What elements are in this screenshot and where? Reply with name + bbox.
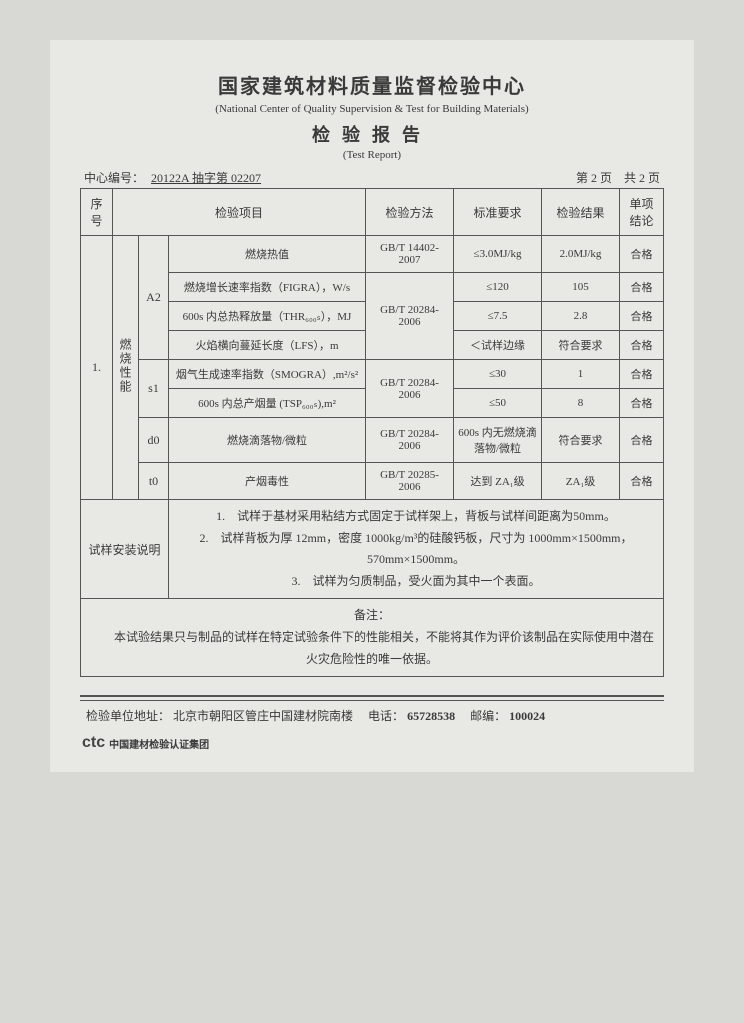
- install-label: 试样安装说明: [81, 500, 169, 599]
- concl-cell: 合格: [620, 463, 664, 500]
- logo-text: 中国建材检验认证集团: [109, 736, 209, 751]
- item-cell: 烟气生成速率指数（SMOGRA）,m²/s²: [169, 360, 366, 389]
- subgroup-t0: t0: [139, 463, 169, 500]
- method-cell: GB/T 20284-2006: [366, 360, 454, 418]
- table-row: t0 产烟毒性 GB/T 20285-2006 达到 ZA₁级 ZA₁级 合格: [81, 463, 664, 500]
- concl-cell: 合格: [620, 302, 664, 331]
- res-cell: 2.8: [542, 302, 620, 331]
- category-cell: 燃烧性能: [113, 236, 139, 500]
- item-cell: 600s 内总热释放量（THR₆₀₀ₛ），MJ: [169, 302, 366, 331]
- req-cell: 达到 ZA₁级: [454, 463, 542, 500]
- center-no-value: 20122A 抽字第 02207: [147, 171, 265, 185]
- col-requirement: 标准要求: [454, 189, 542, 236]
- page-info: 第 2 页 共 2 页: [576, 169, 660, 186]
- req-cell: ≤3.0MJ/kg: [454, 236, 542, 273]
- req-cell: ≤30: [454, 360, 542, 389]
- concl-cell: 合格: [620, 236, 664, 273]
- title-en: (National Center of Quality Supervision …: [80, 103, 664, 115]
- table-row: 1. 燃烧性能 A2 燃烧热值 GB/T 14402-2007 ≤3.0MJ/k…: [81, 236, 664, 273]
- install-line1: 1. 试样于基材采用粘结方式固定于试样架上，背板与试样间距离为50mm。: [173, 506, 659, 528]
- method-cell: GB/T 20284-2006: [366, 418, 454, 463]
- install-row: 试样安装说明 1. 试样于基材采用粘结方式固定于试样架上，背板与试样间距离为50…: [81, 500, 664, 599]
- table-row: s1 烟气生成速率指数（SMOGRA）,m²/s² GB/T 20284-200…: [81, 360, 664, 389]
- res-cell: 符合要求: [542, 331, 620, 360]
- col-seq: 序号: [81, 189, 113, 236]
- logo-mark: ctc: [82, 734, 105, 752]
- report-page: 国家建筑材料质量监督检验中心 (National Center of Quali…: [50, 40, 694, 772]
- subtitle-cn: 检验报告: [80, 121, 664, 147]
- subgroup-s1: s1: [139, 360, 169, 418]
- req-cell: ＜试样边缘: [454, 331, 542, 360]
- subtitle-en: (Test Report): [80, 149, 664, 161]
- method-cell: GB/T 14402-2007: [366, 236, 454, 273]
- title-cn: 国家建筑材料质量监督检验中心: [80, 70, 664, 99]
- subgroup-A2: A2: [139, 236, 169, 360]
- req-cell: 600s 内无燃烧滴落物/微粒: [454, 418, 542, 463]
- meta-row: 中心编号： 20122A 抽字第 02207 第 2 页 共 2 页: [80, 169, 664, 186]
- footer-divider: [80, 695, 664, 701]
- table-row: 燃烧增长速率指数（FIGRA），W/s GB/T 20284-2006 ≤120…: [81, 273, 664, 302]
- table-header-row: 序号 检验项目 检验方法 标准要求 检验结果 单项结论: [81, 189, 664, 236]
- subgroup-d0: d0: [139, 418, 169, 463]
- concl-cell: 合格: [620, 418, 664, 463]
- col-conclusion: 单项结论: [620, 189, 664, 236]
- zip: 100024: [509, 709, 545, 723]
- notes-label: 备注：: [85, 605, 659, 627]
- center-no-label: 中心编号：: [84, 171, 144, 185]
- item-cell: 产烟毒性: [169, 463, 366, 500]
- req-cell: ≤7.5: [454, 302, 542, 331]
- install-line2: 2. 试样背板为厚 12mm，密度 1000kg/m³的硅酸钙板，尺寸为 100…: [173, 528, 659, 571]
- footer-info: 检验单位地址： 北京市朝阳区管庄中国建材院南楼 电话： 65728538 邮编：…: [80, 707, 664, 724]
- notes-cell: 备注： 本试验结果只与制品的试样在特定试验条件下的性能相关，不能将其作为评价该制…: [81, 599, 664, 677]
- concl-cell: 合格: [620, 389, 664, 418]
- center-number: 中心编号： 20122A 抽字第 02207: [84, 169, 265, 186]
- req-cell: ≤50: [454, 389, 542, 418]
- tel: 65728538: [407, 709, 455, 723]
- req-cell: ≤120: [454, 273, 542, 302]
- col-method: 检验方法: [366, 189, 454, 236]
- report-header: 国家建筑材料质量监督检验中心 (National Center of Quali…: [80, 70, 664, 161]
- item-cell: 火焰横向蔓延长度（LFS），m: [169, 331, 366, 360]
- method-cell: GB/T 20285-2006: [366, 463, 454, 500]
- item-cell: 燃烧增长速率指数（FIGRA），W/s: [169, 273, 366, 302]
- zip-label: 邮编：: [470, 709, 506, 723]
- report-table: 序号 检验项目 检验方法 标准要求 检验结果 单项结论 1. 燃烧性能 A2 燃…: [80, 188, 664, 677]
- item-cell: 燃烧滴落物/微粒: [169, 418, 366, 463]
- table-row: d0 燃烧滴落物/微粒 GB/T 20284-2006 600s 内无燃烧滴落物…: [81, 418, 664, 463]
- col-item: 检验项目: [113, 189, 366, 236]
- seq-cell: 1.: [81, 236, 113, 500]
- addr: 北京市朝阳区管庄中国建材院南楼: [173, 709, 353, 723]
- install-line3: 3. 试样为匀质制品，受火面为其中一个表面。: [173, 571, 659, 593]
- method-cell: GB/T 20284-2006: [366, 273, 454, 360]
- concl-cell: 合格: [620, 360, 664, 389]
- res-cell: 8: [542, 389, 620, 418]
- res-cell: ZA₁级: [542, 463, 620, 500]
- item-cell: 600s 内总产烟量 (TSP₆₀₀ₛ),m²: [169, 389, 366, 418]
- concl-cell: 合格: [620, 331, 664, 360]
- notes-row: 备注： 本试验结果只与制品的试样在特定试验条件下的性能相关，不能将其作为评价该制…: [81, 599, 664, 677]
- concl-cell: 合格: [620, 273, 664, 302]
- tel-label: 电话：: [368, 709, 404, 723]
- addr-label: 检验单位地址：: [86, 709, 170, 723]
- col-result: 检验结果: [542, 189, 620, 236]
- install-desc: 1. 试样于基材采用粘结方式固定于试样架上，背板与试样间距离为50mm。 2. …: [169, 500, 664, 599]
- res-cell: 2.0MJ/kg: [542, 236, 620, 273]
- res-cell: 符合要求: [542, 418, 620, 463]
- item-cell: 燃烧热值: [169, 236, 366, 273]
- res-cell: 105: [542, 273, 620, 302]
- res-cell: 1: [542, 360, 620, 389]
- logo-row: ctc 中国建材检验认证集团: [80, 734, 664, 752]
- notes-text: 本试验结果只与制品的试样在特定试验条件下的性能相关，不能将其作为评价该制品在实际…: [85, 627, 659, 670]
